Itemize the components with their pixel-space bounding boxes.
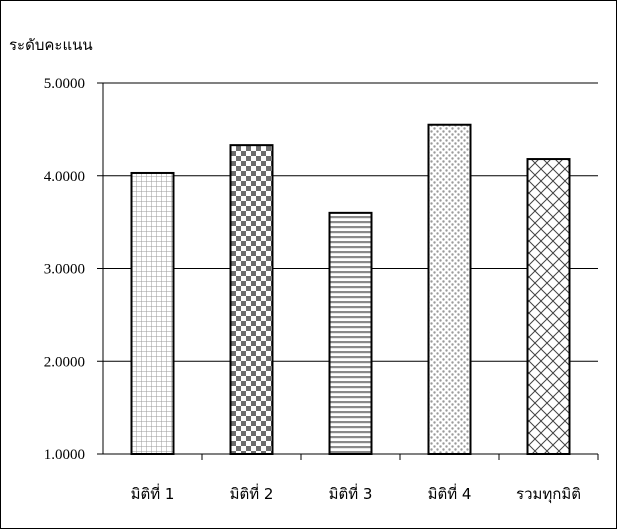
y-tick-labels: 1.0000 2.0000 3.0000 4.0000 5.0000 [44, 76, 85, 463]
y-axis-label: ระดับคะแนน [9, 36, 93, 54]
bars [130, 123, 571, 456]
bar [229, 144, 274, 456]
bar [427, 123, 472, 456]
x-tick-label: มิติที่ 3 [329, 483, 373, 503]
bar [130, 171, 175, 455]
y-tick-label: 4.0000 [44, 169, 85, 185]
x-tick-label: รวมทุกมิติ [516, 485, 581, 504]
bar [526, 158, 571, 455]
y-tick-label: 5.0000 [44, 76, 85, 92]
x-tick-label: มิติที่ 1 [131, 483, 175, 503]
axes [97, 82, 599, 460]
y-tick-label: 1.0000 [44, 447, 85, 463]
x-tick-label: มิติที่ 2 [230, 483, 274, 503]
bar [328, 211, 373, 455]
x-tick-label: มิติที่ 4 [428, 483, 472, 503]
y-tick-label: 3.0000 [44, 262, 85, 278]
x-tick-labels: มิติที่ 1 มิติที่ 2 มิติที่ 3 มิติที่ 4 รวมท… [131, 483, 581, 504]
y-tick-label: 2.0000 [44, 354, 85, 370]
